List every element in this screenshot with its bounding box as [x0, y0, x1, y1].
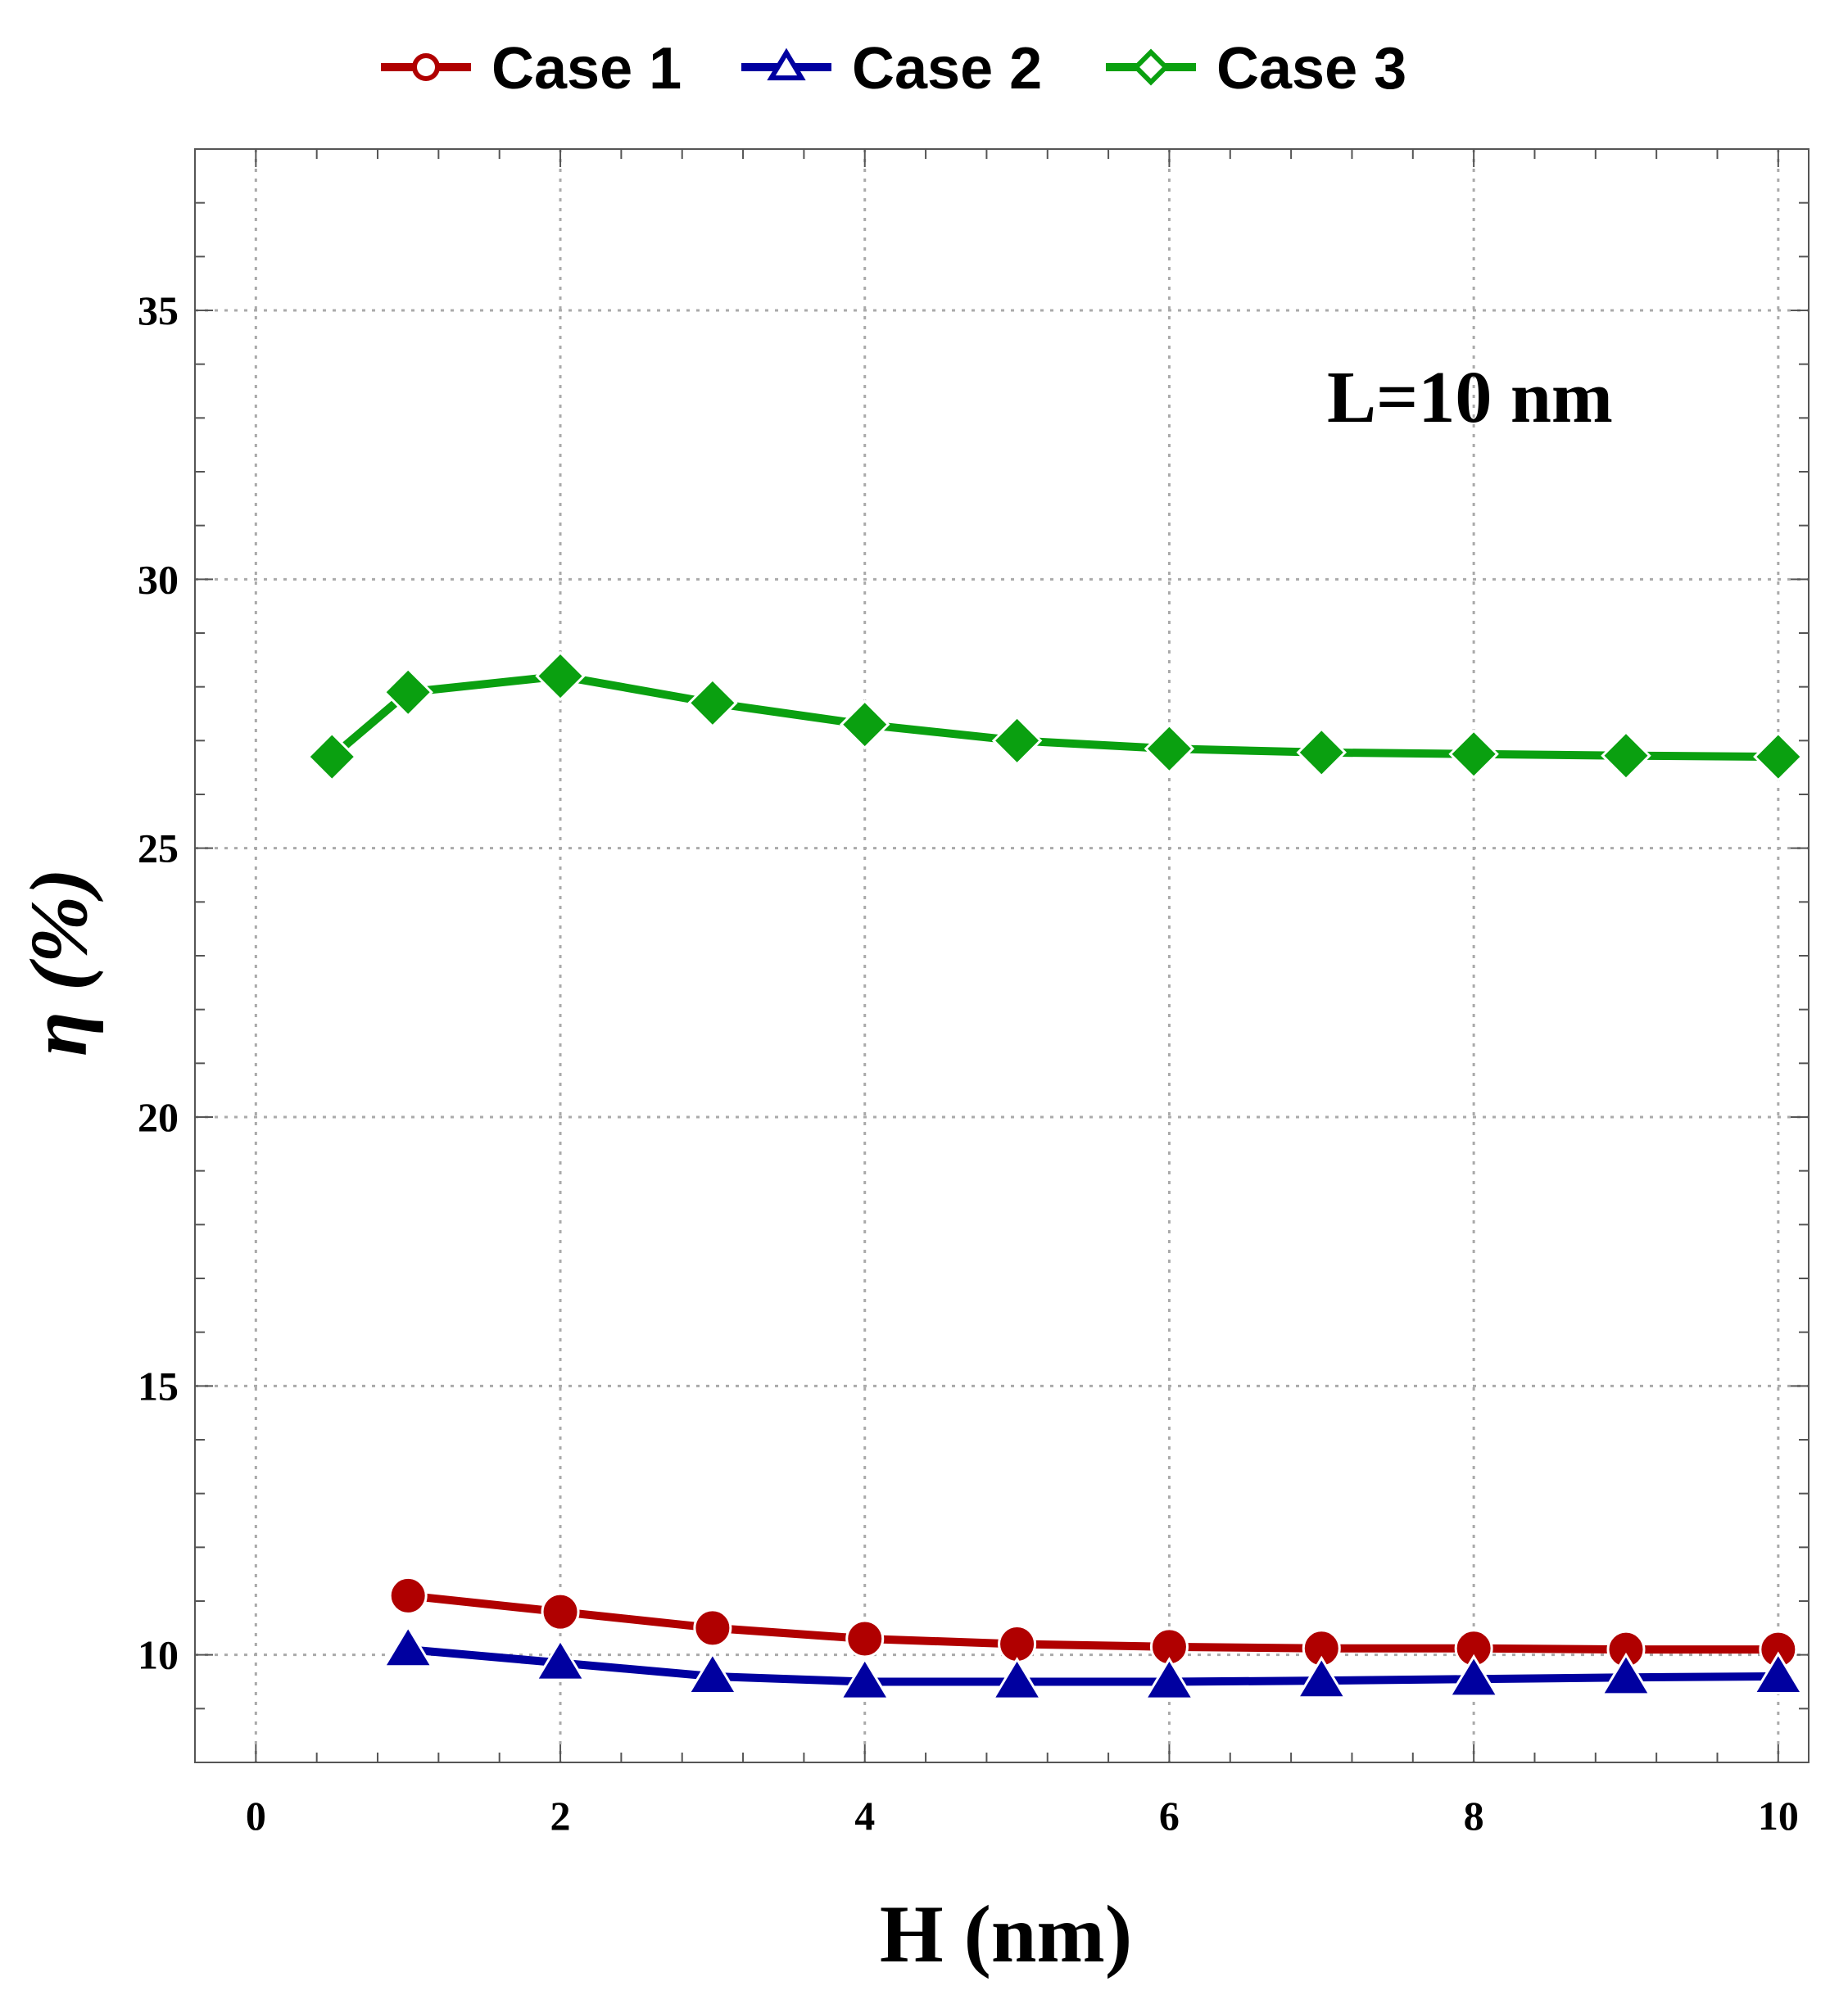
- data-point: [1753, 731, 1804, 782]
- data-point: [686, 1651, 739, 1695]
- y-tick-label: 35: [138, 287, 179, 333]
- minor-ticks: [195, 149, 1809, 1762]
- x-tick-label: 10: [1758, 1793, 1799, 1839]
- legend-marker: [1132, 48, 1170, 86]
- data-point: [1143, 1657, 1195, 1700]
- y-tick-label: 20: [138, 1094, 179, 1140]
- data-point: [1600, 1652, 1652, 1696]
- x-tick-label: 6: [1159, 1793, 1180, 1839]
- legend: Case 1 Case 2 Case 3: [381, 36, 1406, 102]
- x-axis-ticks: 0 2 4 6 8 10: [246, 1793, 1799, 1839]
- series-line: [407, 1591, 1778, 1654]
- data-point: [535, 650, 586, 702]
- data-point: [1752, 1651, 1805, 1695]
- series-line: [407, 1645, 1778, 1686]
- data-point: [383, 667, 433, 717]
- y-tick-label: 25: [138, 826, 179, 871]
- x-axis-title: H (nm): [880, 1889, 1132, 1979]
- data-point: [534, 1638, 587, 1681]
- data-point: [845, 1619, 885, 1658]
- data-point: [998, 1625, 1037, 1664]
- data-point: [382, 1624, 434, 1668]
- series-3: [306, 650, 1804, 782]
- plot-frame: [194, 148, 1810, 1763]
- data-point: [1448, 729, 1499, 780]
- data-point: [840, 699, 890, 750]
- series-layer: [306, 650, 1805, 1700]
- legend-item: Case 1: [381, 36, 682, 102]
- data-point: [388, 1576, 428, 1615]
- y-tick-label: 30: [138, 556, 179, 602]
- data-point: [687, 677, 738, 729]
- series-2: [382, 1624, 1805, 1700]
- data-point: [541, 1592, 580, 1631]
- y-axis-title: η (%): [13, 868, 104, 1056]
- data-point: [991, 715, 1043, 767]
- data-point: [693, 1608, 732, 1648]
- y-axis-ticks: 10 15 20 25 30 35: [138, 287, 179, 1678]
- data-point: [839, 1657, 891, 1700]
- data-point: [306, 731, 357, 782]
- data-point: [1296, 727, 1348, 778]
- legend-label: Case 2: [852, 36, 1042, 102]
- x-tick-label: 8: [1464, 1793, 1484, 1839]
- data-point: [1447, 1653, 1500, 1698]
- series-1: [388, 1576, 1798, 1669]
- annotation-label: L=10 nm: [1327, 357, 1613, 438]
- y-tick-label: 15: [138, 1363, 179, 1409]
- data-point: [991, 1657, 1044, 1700]
- data-point: [1601, 730, 1651, 781]
- legend-label: Case 3: [1216, 36, 1406, 102]
- legend-label: Case 1: [491, 36, 682, 102]
- legend-marker: [767, 48, 806, 81]
- legend-marker: [412, 53, 440, 81]
- data-point: [1144, 723, 1195, 774]
- legend-item: Case 3: [1106, 36, 1406, 102]
- x-tick-label: 0: [246, 1793, 266, 1839]
- y-tick-label: 10: [138, 1632, 179, 1678]
- x-tick-label: 4: [854, 1793, 875, 1839]
- legend-item: Case 2: [741, 36, 1042, 102]
- x-tick-label: 2: [550, 1793, 571, 1839]
- data-point: [1295, 1655, 1348, 1699]
